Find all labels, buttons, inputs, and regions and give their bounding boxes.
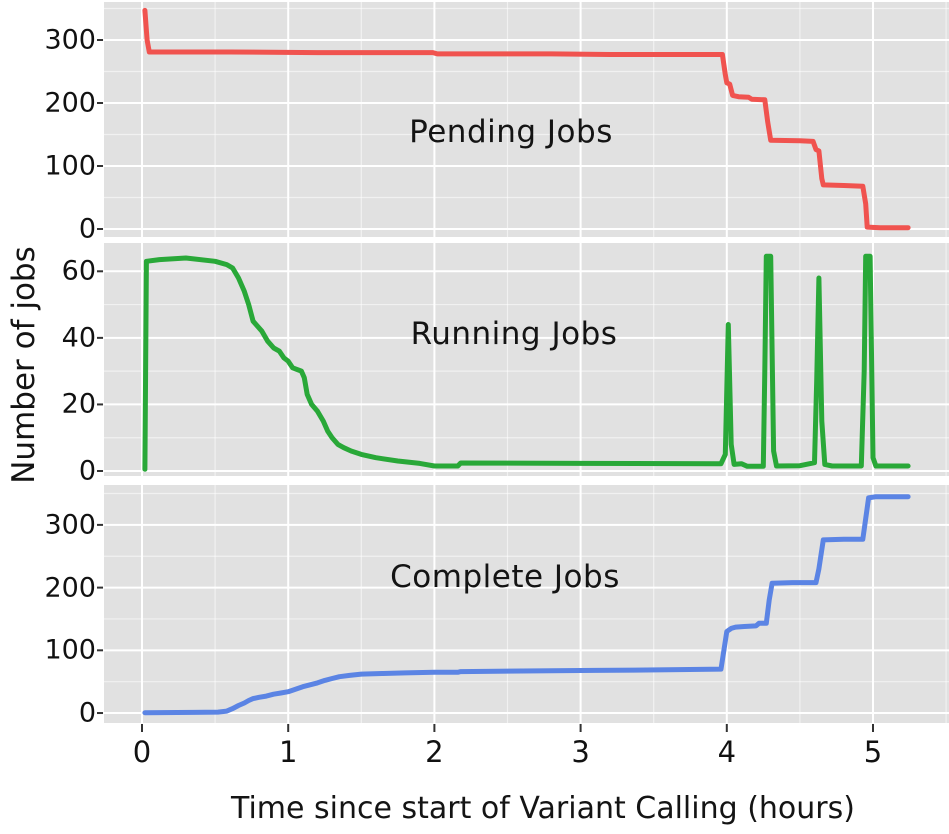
x-tick-label: 3 [571,735,590,769]
x-axis-title: Time since start of Variant Calling (hou… [231,791,855,826]
facet-label-running-jobs: Running Jobs [410,316,618,352]
x-tick-label: 5 [863,735,883,769]
series-line-pending_jobs [142,7,911,231]
x-tick-label: 1 [278,735,298,769]
y-tick-label: 40 [61,322,96,354]
y-tick-label: 200 [44,572,96,604]
series-line-complete_jobs [142,494,911,716]
y-tick-label: 200 [44,87,96,119]
y-tick-label: 100 [44,634,96,666]
x-tick-label: 0 [132,735,152,769]
y-tick-label: 0 [78,455,96,487]
y-tick-label: 100 [44,150,96,182]
y-tick-label: 0 [78,697,96,729]
y-tick-label: 300 [44,24,96,56]
y-tick-label: 60 [61,255,96,287]
x-tick-label: 4 [717,735,737,769]
x-tick-label: 2 [425,735,444,769]
facet-label-complete-jobs: Complete Jobs [390,559,620,595]
facet-label-pending-jobs: Pending Jobs [409,114,613,150]
y-tick-label: 20 [61,388,96,420]
y-tick-label: 0 [78,213,96,245]
series-line-running_jobs [142,253,911,472]
y-tick-label: 300 [44,509,96,541]
